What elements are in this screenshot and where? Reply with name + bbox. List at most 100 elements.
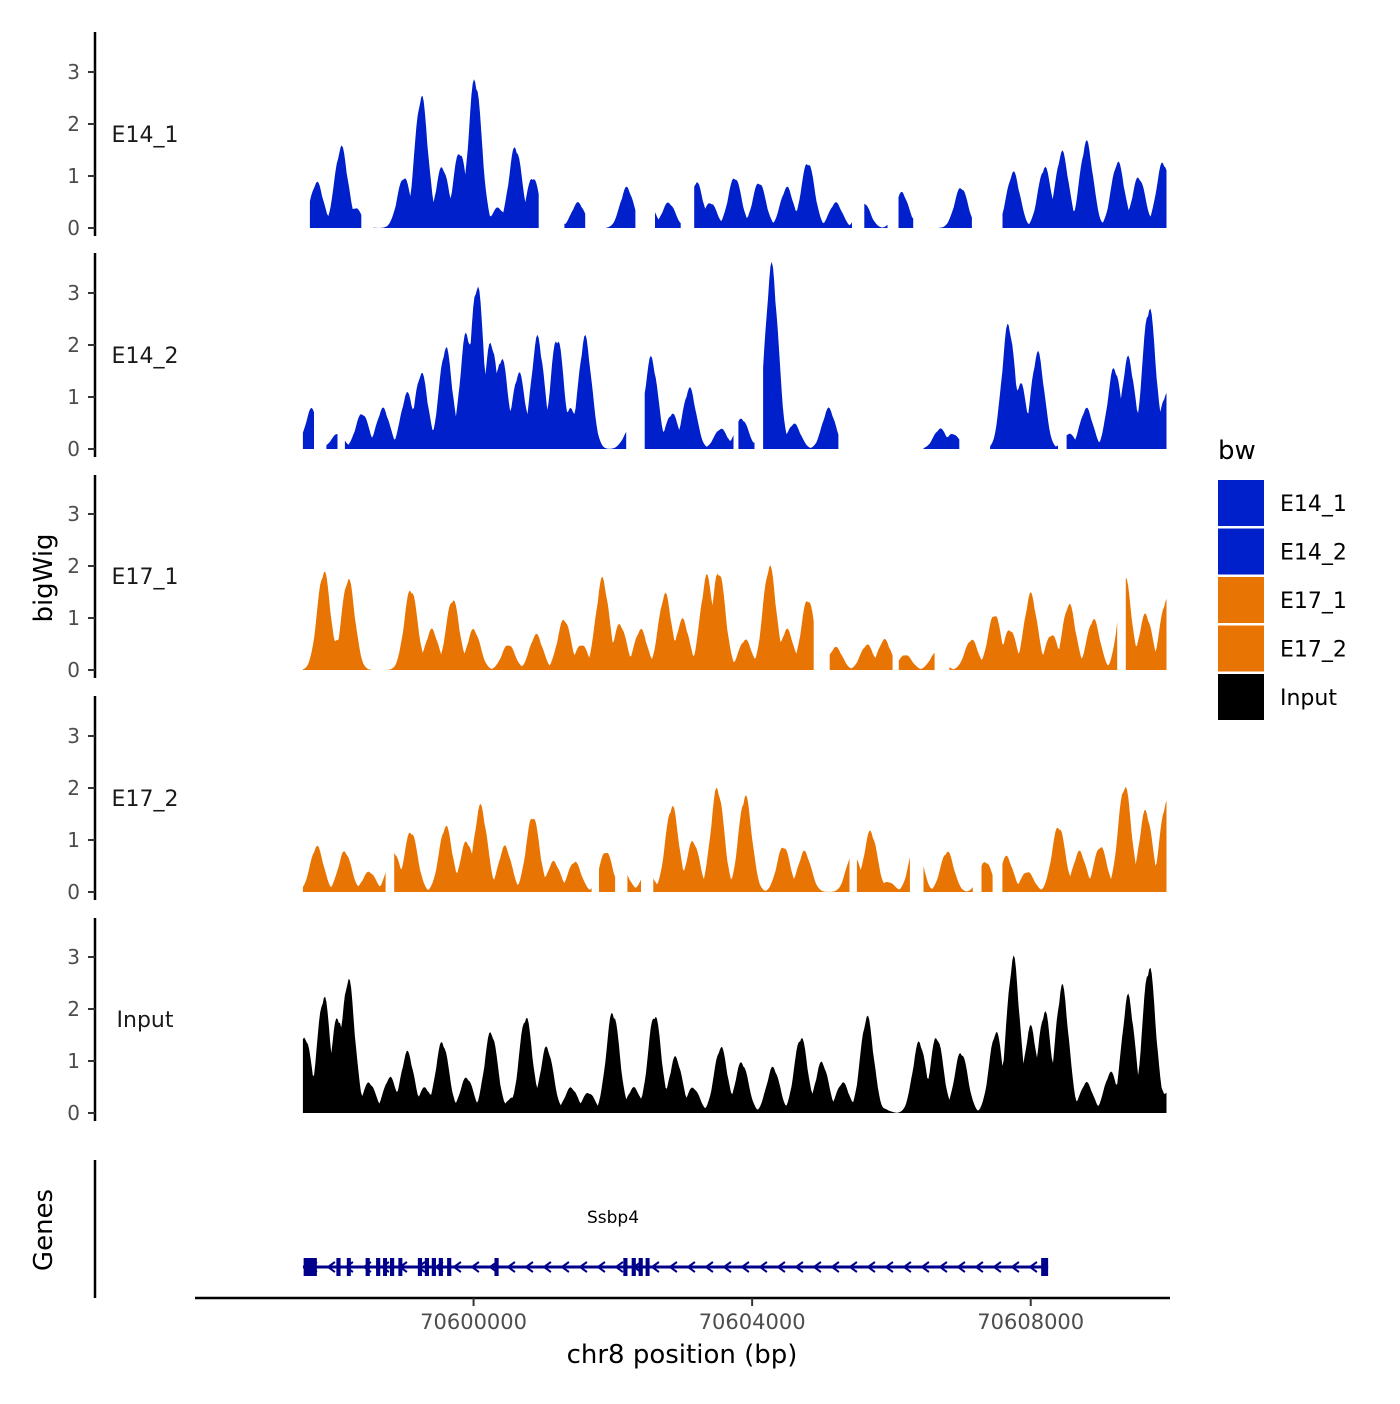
gene-name-label: Ssbp4 [587,1208,639,1228]
track-e14-1: 0 1 2 3 E14_1 [67,32,1167,240]
track-label-e14-2: E14_2 [112,344,179,369]
gene-exon-12 [447,1258,452,1276]
area-segment-e14-2-6 [923,428,960,449]
area-segment-e17-2-1 [394,803,592,892]
gene-strand-chevron-32 [884,1261,894,1273]
area-segment-e17-2-0 [302,845,386,892]
y-tick-label-input-0: 0 [67,1101,80,1125]
area-segment-e14-2-1 [326,434,338,449]
gene-exon-16 [638,1258,643,1276]
legend-label-e17-2: E17_2 [1280,638,1347,663]
x-axis-title: chr8 position (bp) [567,1340,798,1370]
y-tick-label-e14-2-0: 0 [67,437,80,461]
gene-exon-17 [645,1258,650,1276]
legend-label-e17-1: E17_1 [1280,589,1347,614]
gene-strand-chevron-31 [866,1261,876,1273]
legend-title: bw [1218,436,1256,466]
area-segment-e17-1-2 [829,639,893,670]
gene-strand-chevron-27 [794,1261,804,1273]
legend-swatch-e14-2 [1218,528,1264,575]
x-tick-label-1: 70604000 [699,1310,806,1334]
area-segment-e14-1-6 [864,203,888,228]
area-segment-e17-2-8 [1002,786,1167,892]
legend-swatch-e17-1 [1218,577,1264,623]
y-tick-label-input-2: 2 [67,997,80,1021]
gene-strand-chevron-34 [920,1261,930,1273]
gene-exon-7 [398,1258,403,1276]
gene-strand-chevron-40 [1028,1261,1038,1273]
legend-swatch-input [1218,674,1264,720]
y-tick-label-e14-1-2: 2 [67,112,80,136]
legend-label-input: Input [1280,686,1337,711]
gene-exon-9 [424,1258,429,1276]
gene-strand-chevron-23 [722,1261,732,1273]
genes-panel: Genes Ssbp4 [29,1160,1049,1298]
gene-exon-13 [494,1258,499,1276]
area-segment-e14-2-3 [644,355,734,449]
area-segment-e17-2-3 [627,875,641,892]
track-label-e17-1: E17_1 [112,565,179,590]
area-segment-e14-1-0 [309,145,362,228]
area-segment-e14-1-8 [938,188,972,228]
gene-strand-chevron-33 [902,1261,912,1273]
y-tick-label-e14-2-3: 3 [67,281,80,305]
y-tick-label-e17-1-0: 0 [67,658,80,682]
area-segment-e14-2-8 [1066,308,1167,449]
gene-strand-chevron-21 [686,1261,696,1273]
area-segment-e17-2-2 [599,852,616,892]
gene-strand-chevron-28 [812,1261,822,1273]
y-axis-title: bigWig [29,533,59,622]
gene-strand-chevron-14 [560,1261,570,1273]
area-segment-e14-2-4 [738,418,755,449]
track-input: 0 1 2 3 Input [67,918,1167,1125]
area-segment-e14-1-5 [694,164,852,228]
gene-strand-chevron-1 [326,1261,336,1273]
gene-strand-chevron-8 [452,1261,462,1273]
gene-strand-chevron-19 [650,1261,660,1273]
gene-exon-3 [365,1258,370,1276]
gene-strand-chevron-35 [938,1261,948,1273]
gene-exon-15 [631,1258,636,1276]
area-segment-e17-1-3 [898,652,935,670]
y-tick-label-input-1: 1 [67,1049,80,1073]
area-segment-e14-1-1 [373,79,539,228]
area-segment-e14-2-0 [302,407,314,449]
gene-exon-6 [390,1258,395,1276]
gene-exon-18 [1041,1258,1049,1276]
y-tick-label-input-3: 3 [67,945,80,969]
area-segment-e17-2-4 [653,787,850,892]
track-label-e14-1: E14_1 [112,123,179,148]
area-segment-e17-2-5 [856,830,910,892]
area-segment-e17-1-5 [1125,577,1167,670]
gene-strand-chevron-24 [740,1261,750,1273]
gene-exon-8 [417,1258,423,1276]
tracks-group: 0 1 2 3 E14_1 0 1 2 3 E14_2 0 1 2 3 E17_1 0 1 2 3 E17_2 0 1 2 3… [67,32,1167,1125]
gene-strand-chevron-38 [992,1261,1002,1273]
legend-label-e14-2: E14_2 [1280,541,1347,566]
y-tick-label-e17-1-2: 2 [67,554,80,578]
legend-swatch-e14-1 [1218,480,1264,526]
gene-strand-chevron-13 [542,1261,552,1273]
legend: bw E14_1 E14_2 E17_1 E17_2 Input [1218,436,1347,720]
gene-strand-chevron-16 [596,1261,606,1273]
gene-strand-chevron-11 [506,1261,516,1273]
area-segment-e14-2-2 [344,286,627,449]
area-segment-e17-1-1 [386,565,814,670]
gene-model [302,1258,1049,1276]
gene-strand-chevron-36 [956,1261,966,1273]
gene-exon-14 [623,1258,628,1276]
area-segment-e17-2-7 [981,862,993,892]
area-segment-e17-2-6 [923,851,973,892]
y-tick-label-e14-1-1: 1 [67,164,80,188]
gene-exon-0 [303,1258,317,1276]
area-segment-e14-1-9 [1002,140,1167,228]
x-tick-label-2: 70608000 [977,1310,1084,1334]
gene-strand-chevron-29 [830,1261,840,1273]
gene-exon-10 [431,1258,436,1276]
gene-exon-5 [383,1258,388,1276]
y-tick-label-e17-2-3: 3 [67,724,80,748]
gene-strand-chevron-15 [578,1261,588,1273]
legend-swatch-e17-2 [1218,625,1264,672]
